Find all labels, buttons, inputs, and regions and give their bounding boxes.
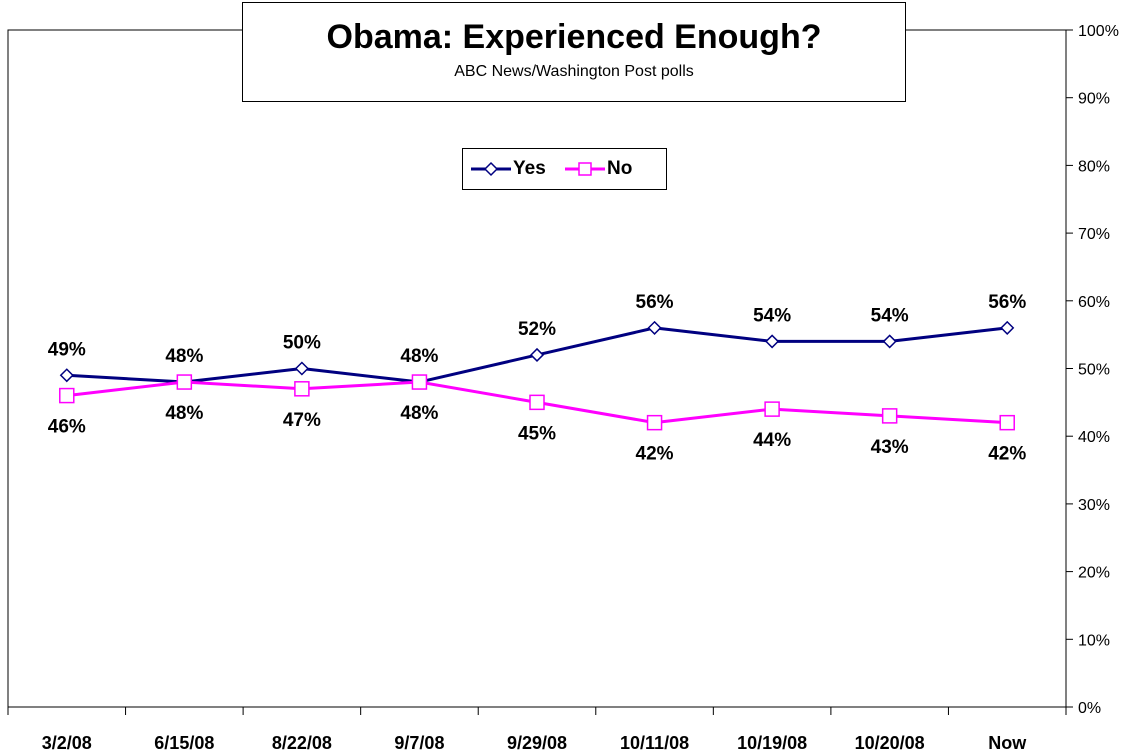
data-label-no: 42%: [636, 444, 674, 465]
x-tick-label: 10/19/08: [737, 733, 807, 752]
chart-title: Obama: Experienced Enough?: [326, 18, 822, 56]
y-tick-label: 60%: [1078, 294, 1110, 311]
point-no: [646, 414, 663, 431]
legend-swatch-yes: [471, 161, 511, 177]
data-label-yes: 48%: [165, 346, 203, 367]
plot-area: [7, 29, 1067, 708]
legend-item-no: No: [563, 149, 632, 189]
point-yes: [1000, 320, 1015, 335]
legend: Yes No: [462, 148, 667, 190]
y-tick-label: 10%: [1078, 632, 1110, 649]
data-label-yes: 56%: [636, 292, 674, 313]
data-label-yes: 50%: [283, 333, 321, 354]
data-label-no: 45%: [518, 423, 556, 444]
legend-swatch-no: [565, 162, 605, 176]
data-label-yes: 52%: [518, 319, 556, 340]
legend-label-yes: Yes: [513, 158, 546, 179]
x-tick-label: 10/20/08: [855, 733, 925, 752]
data-label-yes: 49%: [48, 339, 86, 360]
point-yes: [529, 347, 545, 363]
point-no: [529, 394, 545, 411]
y-tick-label: 80%: [1078, 158, 1110, 175]
data-label-yes: 48%: [400, 346, 438, 367]
series-markers: [59, 320, 1015, 431]
point-no: [411, 374, 428, 390]
x-tick-label: 3/2/08: [42, 733, 92, 752]
y-tick-label: 100%: [1078, 23, 1119, 40]
x-tick-label: 8/22/08: [272, 733, 332, 752]
point-yes: [59, 368, 74, 383]
y-tick-label: 50%: [1078, 362, 1110, 379]
data-labels: 49% 48% 50% 48% 52% 56% 54% 54% 56% 46% 48% 47% 48% 4…: [48, 292, 1027, 465]
x-tick-label: Now: [988, 733, 1027, 752]
data-label-no: 44%: [753, 430, 791, 451]
y-tick-label: 70%: [1078, 226, 1110, 243]
y-tick-label: 40%: [1078, 429, 1110, 446]
y-axis: 0% 10% 20% 30% 40% 50% 60% 70% 80% 90% 100%: [1066, 23, 1119, 717]
data-label-no: 48%: [165, 403, 203, 424]
data-label-no: 43%: [871, 437, 909, 458]
chart-title-box: Obama: Experienced Enough? ABC News/Wash…: [242, 2, 906, 102]
data-label-no: 48%: [400, 403, 438, 424]
point-yes: [882, 334, 897, 349]
legend-label-no: No: [607, 158, 633, 179]
data-label-no: 46%: [48, 417, 86, 438]
x-tick-label: 10/11/08: [620, 733, 689, 752]
data-label-no: 47%: [283, 410, 321, 431]
x-axis: 3/2/08 6/15/08 8/22/08 9/7/08 9/29/08 10/11/0…: [7, 707, 1067, 752]
y-tick-label: 0%: [1078, 700, 1101, 717]
data-label-yes: 54%: [753, 305, 791, 326]
point-no: [999, 414, 1015, 431]
x-tick-label: 6/15/08: [154, 733, 214, 752]
data-label-yes: 54%: [871, 305, 909, 326]
point-no: [59, 387, 75, 404]
point-yes: [294, 361, 309, 376]
y-tick-label: 90%: [1078, 91, 1110, 108]
point-no: [176, 374, 193, 390]
chart-subtitle: ABC News/Washington Post polls: [454, 63, 694, 80]
data-label-yes: 56%: [988, 292, 1026, 313]
point-no: [881, 408, 898, 424]
point-no: [294, 381, 310, 397]
point-no: [764, 401, 780, 417]
point-yes: [647, 320, 662, 335]
data-label-no: 42%: [988, 444, 1026, 465]
x-tick-label: 9/7/08: [394, 733, 444, 752]
point-yes: [765, 334, 780, 349]
y-tick-label: 20%: [1078, 565, 1110, 582]
x-tick-label: 9/29/08: [507, 733, 567, 752]
y-tick-label: 30%: [1078, 497, 1110, 514]
legend-item-yes: Yes: [469, 149, 546, 189]
